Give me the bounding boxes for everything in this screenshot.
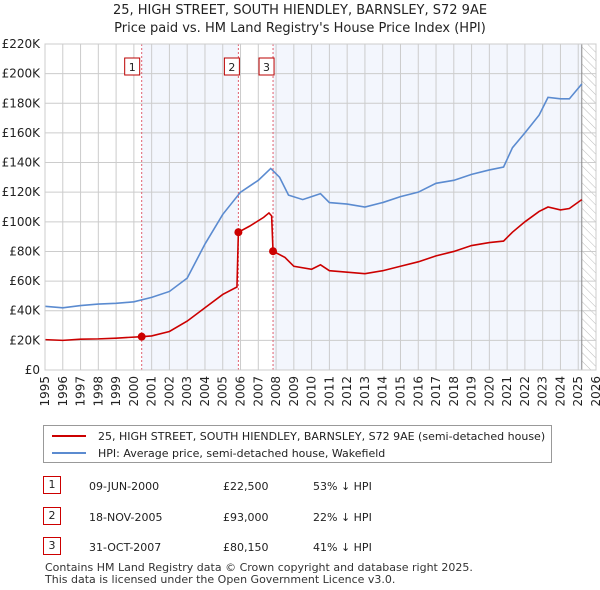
x-tick-label: 2002 (162, 376, 176, 407)
y-tick-label: £60K (9, 274, 41, 288)
x-tick-label: 2007 (251, 376, 265, 407)
sale-label-box (124, 57, 141, 76)
sale-label: 2 (228, 61, 235, 74)
y-tick-label: £40K (9, 304, 41, 318)
x-tick-label: 2018 (447, 376, 461, 407)
y-tick-label: £120K (2, 185, 42, 199)
x-tick-label: 2004 (198, 376, 212, 407)
sale-date: 31-OCT-2007 (89, 541, 162, 554)
y-tick-label: £140K (2, 156, 42, 170)
x-tick-label: 2012 (340, 376, 354, 407)
shade-region (273, 44, 582, 370)
y-tick-label: £200K (2, 67, 42, 81)
legend: 25, HIGH STREET, SOUTH HIENDLEY, BARNSLE… (43, 425, 552, 463)
sale-label-box (258, 57, 275, 76)
x-tick-label: 2021 (500, 376, 514, 407)
x-tick-label: 2013 (358, 376, 372, 407)
x-tick-label: 1997 (74, 376, 88, 407)
shade-region (141, 44, 239, 370)
x-tick-label: 2026 (589, 376, 600, 407)
future-hatch (581, 44, 596, 370)
sale-label-box (223, 57, 240, 76)
x-tick-label: 2017 (429, 376, 443, 407)
x-tick-label: 2015 (393, 376, 407, 407)
chart-subtitle: Price paid vs. HM Land Registry's House … (114, 21, 486, 36)
sale-price: £93,000 (223, 511, 269, 524)
x-tick-label: 2016 (411, 376, 425, 407)
x-tick-label: 2000 (127, 376, 141, 407)
legend-label: 25, HIGH STREET, SOUTH HIENDLEY, BARNSLE… (98, 429, 546, 443)
price-chart: 1995 1996 1997 1998 1999 2000 2001 2002 2003 2004… (2, 37, 600, 407)
x-tick-label: 1996 (56, 376, 70, 407)
sale-point (269, 247, 278, 256)
footer-copyright: Contains HM Land Registry data © Crown c… (45, 561, 473, 574)
y-tick-label: £220K (2, 37, 42, 51)
x-tick-label: 2024 (553, 376, 567, 407)
table-row: 2 18-NOV-2005 £93,000 22% ↓ HPI (43, 507, 463, 529)
sale-hpi: 22% ↓ HPI (313, 511, 372, 524)
sale-number: 2 (43, 507, 61, 525)
x-tick-label: 1999 (109, 376, 123, 407)
x-tick-label: 2020 (482, 376, 496, 407)
x-tick-label: 2001 (145, 376, 159, 407)
legend-label: HPI: Average price, semi-detached house,… (98, 446, 386, 460)
x-tick-label: 2019 (465, 376, 479, 407)
sale-date: 09-JUN-2000 (89, 480, 160, 493)
sale-point (234, 228, 243, 237)
x-tick-label: 2003 (180, 376, 194, 407)
sale-hpi: 41% ↓ HPI (313, 541, 372, 554)
y-tick-label: £180K (2, 96, 42, 110)
legend-item-property: 25, HIGH STREET, SOUTH HIENDLEY, BARNSLE… (52, 428, 545, 444)
plot-border (44, 43, 597, 371)
y-tick-label: £80K (9, 244, 41, 258)
price-line (44, 198, 583, 342)
x-tick-label: 2008 (269, 376, 283, 407)
x-tick-label: 2006 (234, 376, 248, 407)
sale-price: £80,150 (223, 541, 269, 554)
y-tick-label: £0 (25, 363, 40, 377)
y-tick-label: £20K (9, 333, 41, 347)
x-tick-label: 2009 (287, 376, 301, 407)
x-tick-label: 2014 (376, 376, 390, 407)
sale-label: 1 (129, 61, 136, 74)
legend-item-hpi: HPI: Average price, semi-detached house,… (52, 445, 385, 461)
sale-number: 3 (43, 537, 61, 555)
hpi-line (44, 83, 583, 309)
x-tick-label: 2023 (536, 376, 550, 407)
table-row: 1 09-JUN-2000 £22,500 53% ↓ HPI (43, 476, 463, 498)
legend-swatch (52, 452, 86, 454)
sale-label: 3 (263, 61, 270, 74)
x-tick-label: 1995 (38, 376, 52, 407)
table-row: 3 31-OCT-2007 £80,150 41% ↓ HPI (43, 537, 463, 559)
sale-point (137, 332, 146, 341)
sale-hpi: 53% ↓ HPI (313, 480, 372, 493)
x-tick-label: 2010 (305, 376, 319, 407)
sale-price: £22,500 (223, 480, 269, 493)
y-tick-label: £100K (2, 215, 42, 229)
x-tick-label: 2025 (571, 376, 585, 407)
sale-number: 1 (43, 476, 61, 494)
x-tick-label: 1998 (91, 376, 105, 407)
x-tick-label: 2022 (518, 376, 532, 407)
y-tick-label: £160K (2, 126, 42, 140)
x-tick-label: 2005 (216, 376, 230, 407)
chart-title: 25, HIGH STREET, SOUTH HIENDLEY, BARNSLE… (112, 3, 488, 18)
x-tick-label: 2011 (322, 376, 336, 407)
footer-licence: This data is licensed under the Open Gov… (45, 573, 396, 586)
legend-swatch (52, 435, 86, 437)
sale-date: 18-NOV-2005 (89, 511, 163, 524)
